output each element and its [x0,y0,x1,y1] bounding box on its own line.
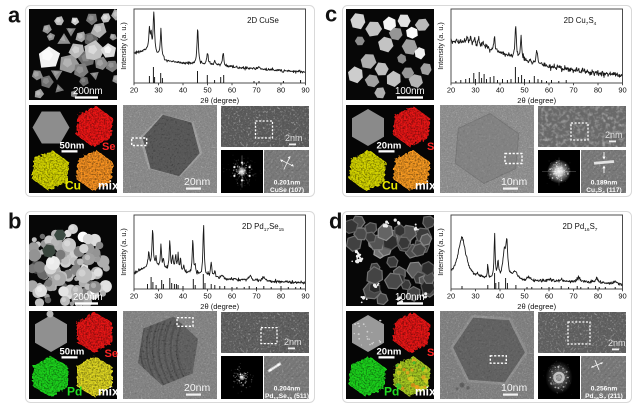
svg-text:Se: Se [102,141,115,153]
svg-text:2θ (degree): 2θ (degree) [200,96,239,105]
svg-text:20nm: 20nm [184,382,211,394]
svg-text:90: 90 [301,292,309,301]
svg-text:mix: mix [415,179,436,193]
svg-text:30: 30 [154,292,162,301]
svg-text:40: 40 [179,292,187,301]
svg-text:50nm: 50nm [60,347,85,358]
svg-text:200nm: 200nm [73,292,103,303]
svg-text:CuSe (107): CuSe (107) [270,187,304,194]
svg-text:70: 70 [252,292,260,301]
svg-text:80: 80 [594,292,602,301]
svg-text:50: 50 [520,292,528,301]
svg-text:20: 20 [130,292,138,301]
svg-text:Intensity (a. u.): Intensity (a. u.) [119,22,128,70]
svg-text:2nm: 2nm [285,133,303,143]
svg-text:Pd: Pd [67,385,82,399]
svg-text:30: 30 [154,86,162,95]
svg-text:30: 30 [471,292,479,301]
svg-text:20: 20 [130,86,138,95]
svg-text:Intensity (a. u.): Intensity (a. u.) [436,22,445,70]
svg-text:20: 20 [447,86,455,95]
svg-text:10nm: 10nm [501,382,528,394]
svg-text:100nm: 100nm [395,292,425,303]
svg-text:d: d [329,209,342,234]
svg-text:10nm: 10nm [501,176,528,188]
svg-text:2D Cu7S4: 2D Cu7S4 [564,16,597,27]
svg-text:b: b [8,209,21,234]
svg-text:0.201nm: 0.201nm [274,180,301,187]
svg-text:mix: mix [415,385,436,399]
svg-text:40: 40 [496,86,504,95]
svg-text:Intensity (a. u.): Intensity (a. u.) [119,228,128,276]
svg-text:2D Pd17Se15: 2D Pd17Se15 [242,222,284,233]
svg-text:c: c [325,2,337,27]
svg-text:80: 80 [277,292,285,301]
svg-text:S: S [427,141,434,153]
svg-text:Cu7S4 (117): Cu7S4 (117) [586,187,621,196]
svg-text:60: 60 [228,86,236,95]
svg-text:Cu: Cu [65,179,81,193]
svg-text:70: 70 [252,86,260,95]
svg-text:2θ (degree): 2θ (degree) [517,96,556,105]
svg-text:20nm: 20nm [184,176,211,188]
svg-text:80: 80 [594,86,602,95]
svg-text:100nm: 100nm [395,86,425,97]
svg-text:70: 70 [569,86,577,95]
svg-text:Se: Se [105,348,118,360]
svg-text:a: a [8,3,21,28]
svg-text:80: 80 [277,86,285,95]
svg-text:20nm: 20nm [377,347,402,358]
svg-text:Pd: Pd [384,385,399,399]
svg-text:40: 40 [496,292,504,301]
svg-text:Intensity (a. u.): Intensity (a. u.) [436,228,445,276]
svg-text:30: 30 [471,86,479,95]
svg-text:2nm: 2nm [608,338,626,348]
svg-text:mix: mix [98,179,119,193]
svg-text:mix: mix [98,385,119,399]
svg-text:2nm: 2nm [284,337,302,347]
svg-text:50: 50 [520,86,528,95]
svg-text:2D CuSe: 2D CuSe [247,16,279,25]
svg-text:0.256nm: 0.256nm [591,386,618,393]
svg-text:Pd16S7 (211): Pd16S7 (211) [585,393,623,402]
svg-text:90: 90 [618,86,626,95]
svg-text:20: 20 [447,292,455,301]
svg-text:2D Pd16S7: 2D Pd16S7 [563,222,598,233]
svg-text:90: 90 [618,292,626,301]
svg-text:2nm: 2nm [605,130,623,140]
svg-text:Cu: Cu [382,179,398,193]
svg-text:60: 60 [545,86,553,95]
svg-text:40: 40 [179,86,187,95]
svg-text:S: S [427,347,434,359]
svg-text:50: 50 [203,292,211,301]
svg-text:20nm: 20nm [377,141,402,152]
svg-text:70: 70 [569,292,577,301]
svg-text:0.189nm: 0.189nm [591,180,618,187]
svg-text:50: 50 [203,86,211,95]
svg-text:90: 90 [301,86,309,95]
svg-text:2θ (degree): 2θ (degree) [200,302,239,311]
svg-text:200nm: 200nm [73,86,103,97]
svg-text:50nm: 50nm [60,141,85,152]
svg-text:2θ (degree): 2θ (degree) [517,302,556,311]
svg-text:60: 60 [228,292,236,301]
svg-text:Pd17Se15 (511): Pd17Se15 (511) [265,393,309,402]
svg-text:60: 60 [545,292,553,301]
svg-text:0.204nm: 0.204nm [274,386,301,393]
